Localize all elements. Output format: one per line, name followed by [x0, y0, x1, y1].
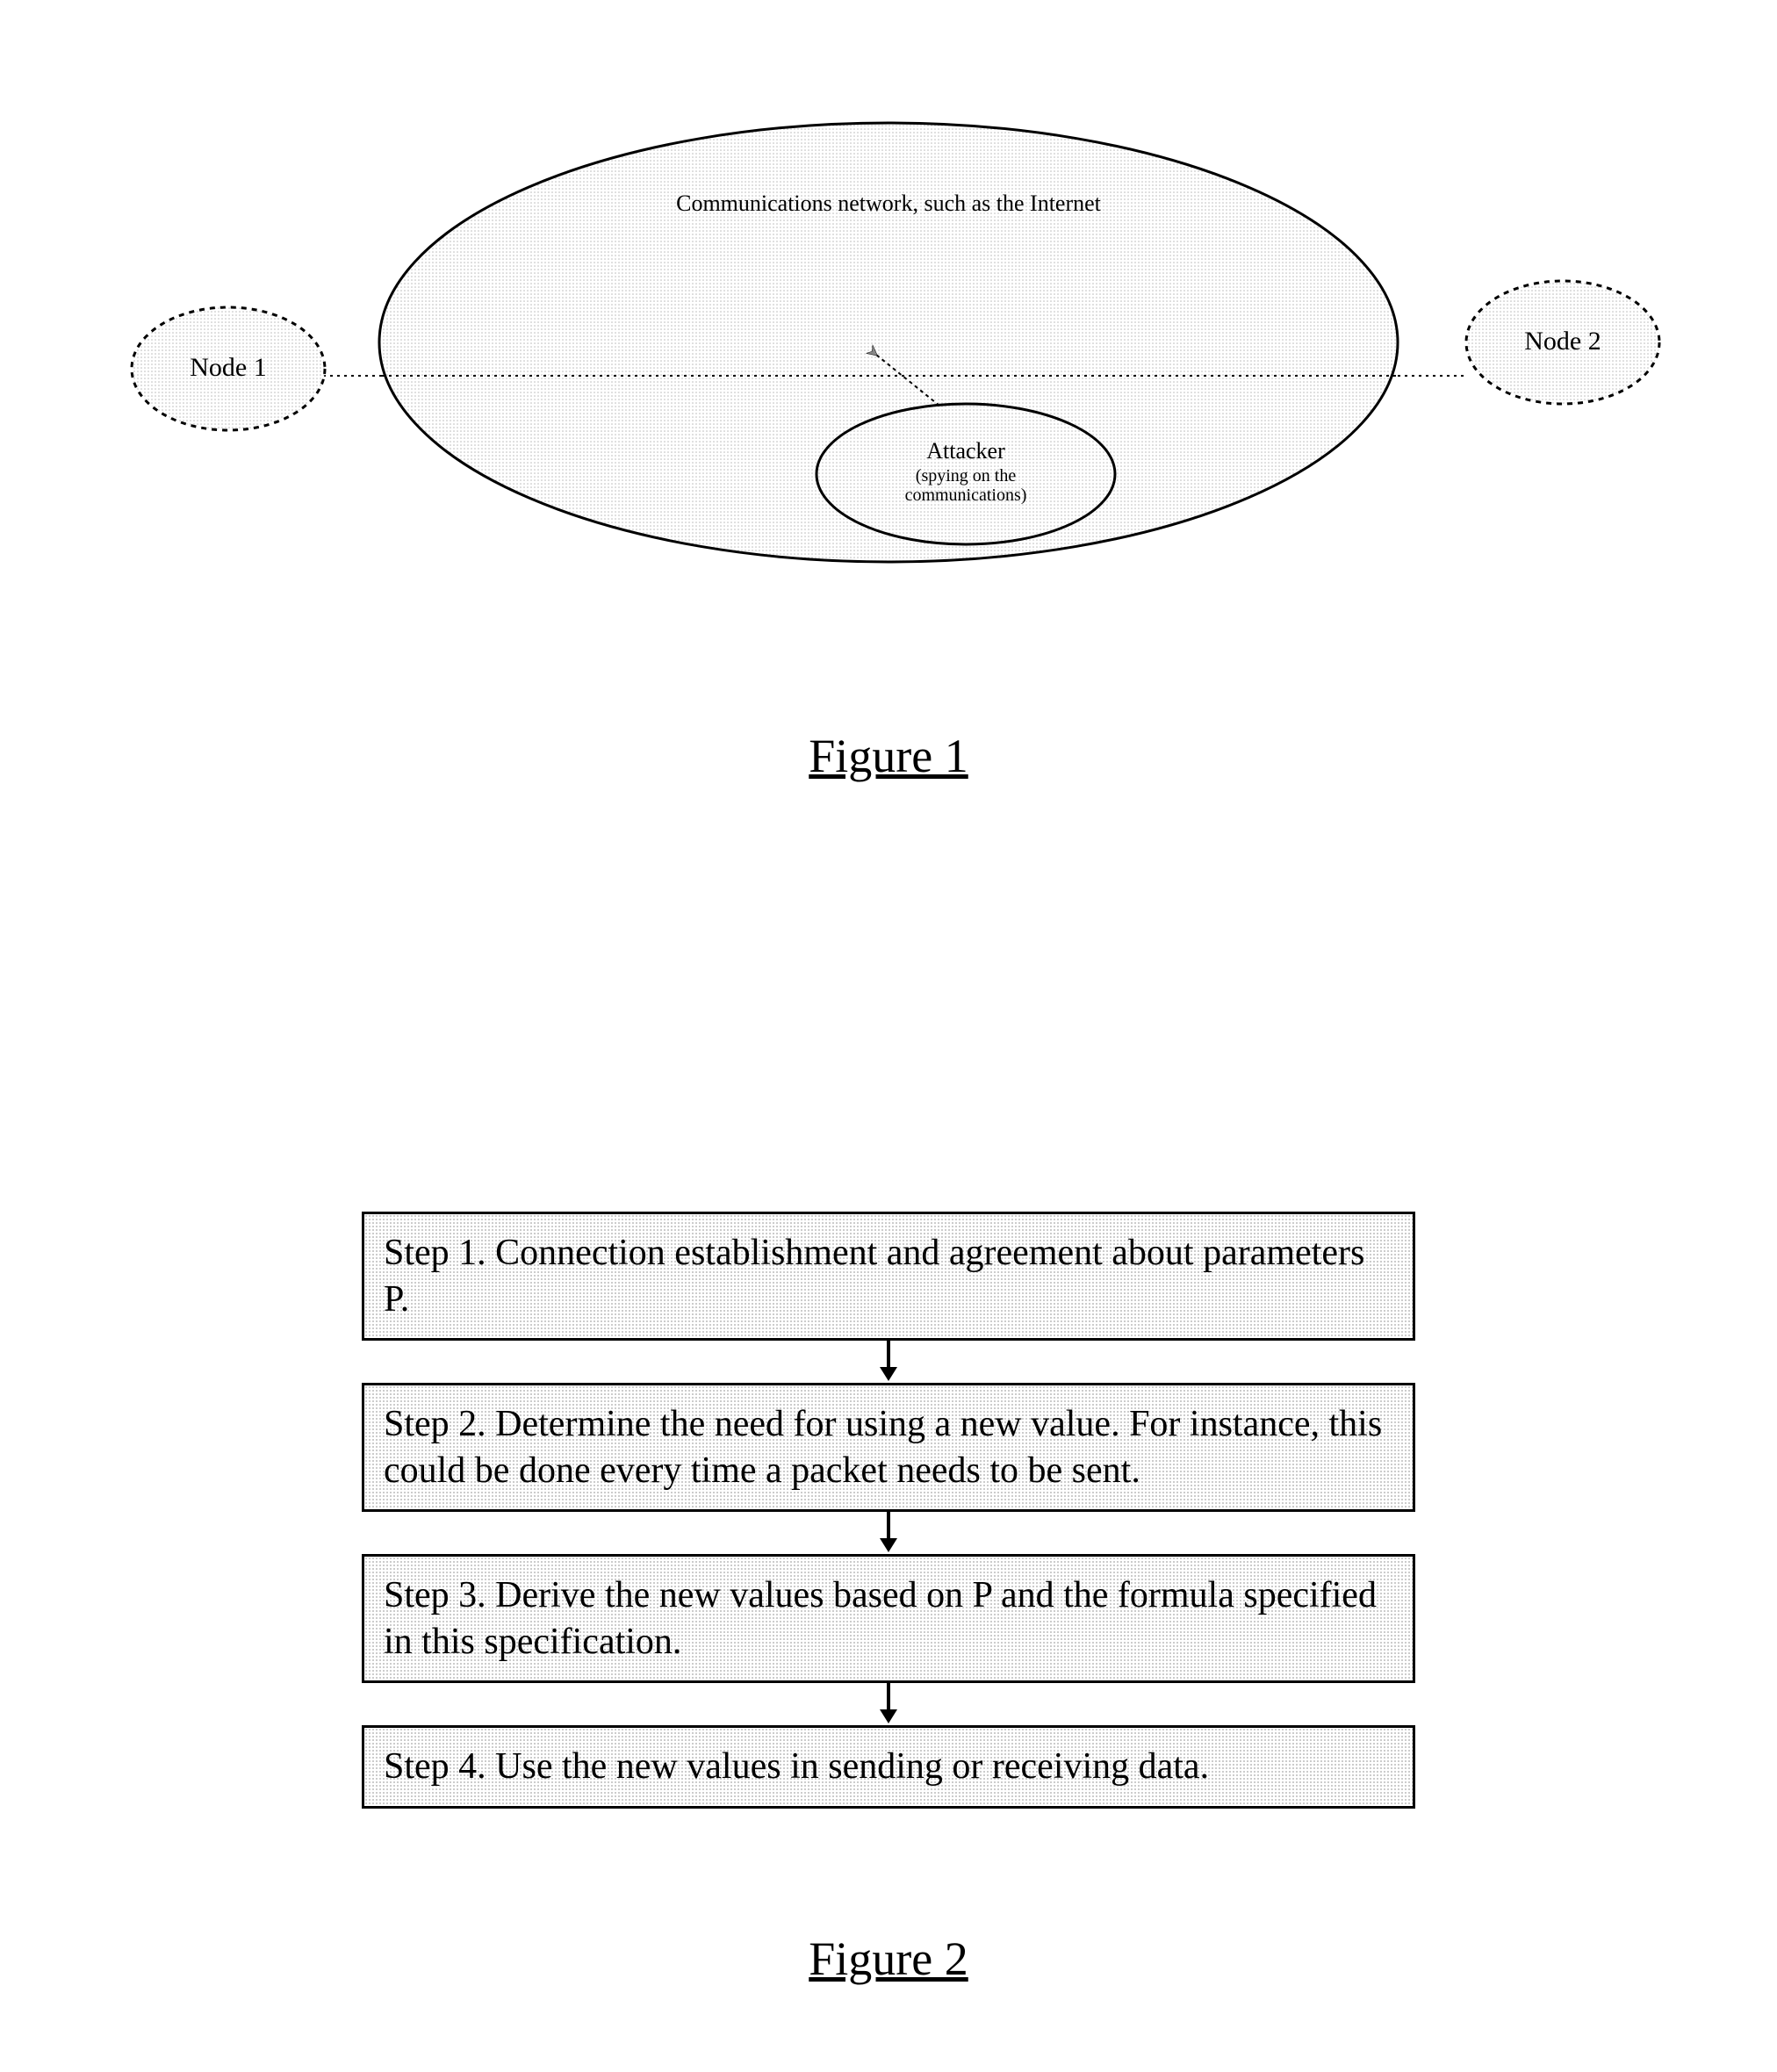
node1-label: Node 1 [190, 353, 266, 382]
attacker-title: Attacker [926, 438, 1005, 464]
flow-arrow-3 [362, 1683, 1415, 1725]
flow-step-2: Step 2. Determine the need for using a n… [362, 1383, 1415, 1512]
figure-2-flowchart: Step 1. Connection establishment and agr… [362, 1212, 1415, 1809]
figure-1-svg: Communications network, such as the Inte… [88, 79, 1689, 641]
flow-step-1: Step 1. Connection establishment and agr… [362, 1212, 1415, 1341]
flow-arrow-2 [362, 1512, 1415, 1554]
attacker-sub1: (spying on the [916, 466, 1017, 486]
node2-label: Node 2 [1524, 327, 1601, 356]
figure-1-caption: Figure 1 [0, 729, 1777, 783]
flow-step-4: Step 4. Use the new values in sending or… [362, 1725, 1415, 1809]
attacker-sub2: communications) [905, 486, 1027, 505]
figure-2-caption: Figure 2 [0, 1932, 1777, 1986]
flow-step-3: Step 3. Derive the new values based on P… [362, 1554, 1415, 1683]
network-label: Communications network, such as the Inte… [676, 191, 1102, 216]
flow-arrow-1 [362, 1341, 1415, 1383]
figure-1-diagram: Communications network, such as the Inte… [88, 79, 1689, 641]
